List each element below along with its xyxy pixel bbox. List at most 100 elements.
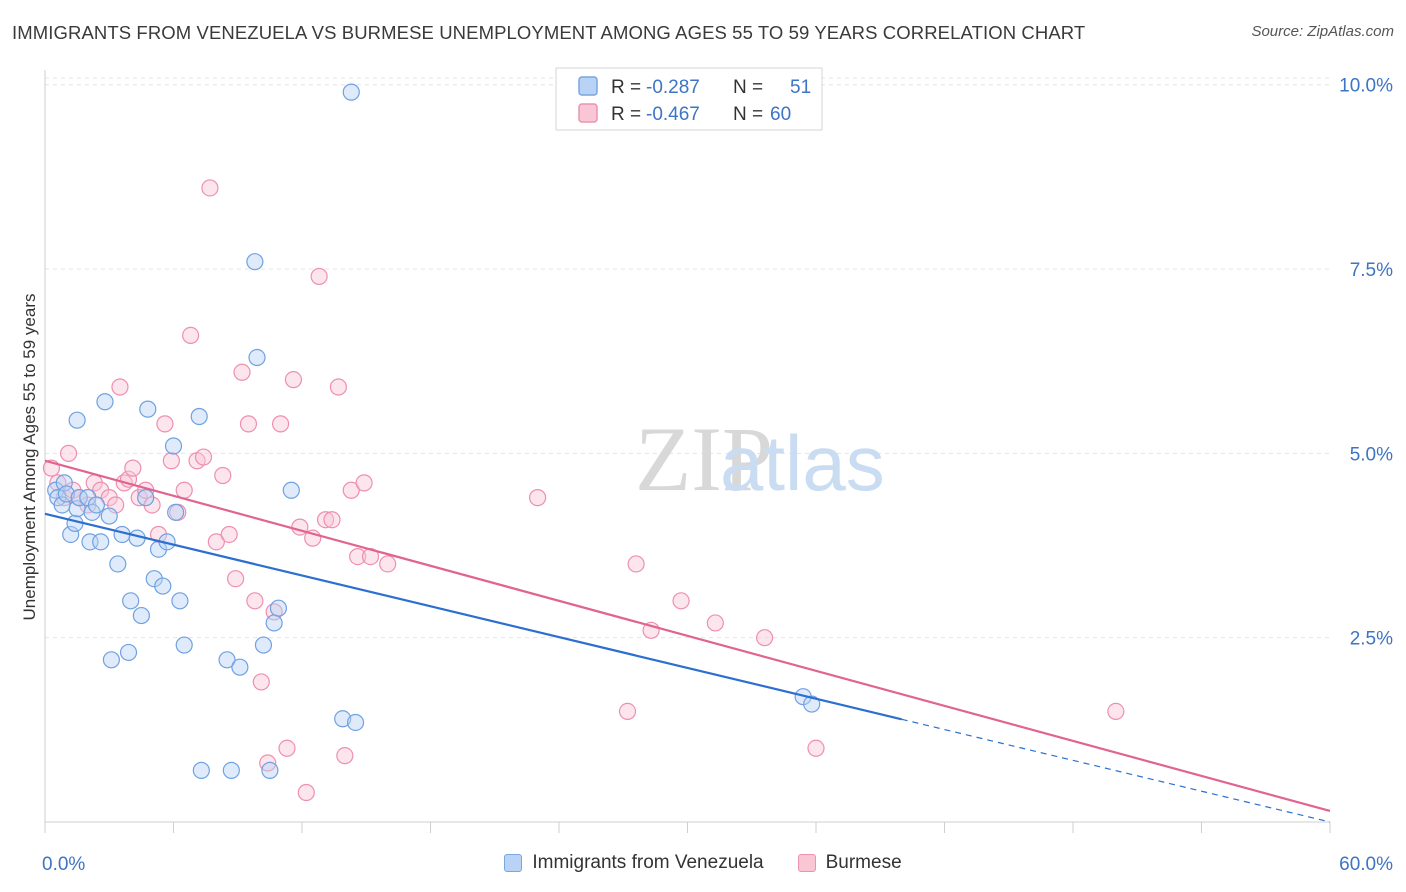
burmese-point	[323, 511, 341, 529]
burmese-point	[59, 444, 78, 462]
burmese-point	[271, 415, 290, 433]
venezuela-point	[96, 393, 114, 411]
venezuela-point	[132, 606, 150, 625]
venezuela-point	[92, 533, 110, 551]
legend-r-value-blue: -0.287	[646, 77, 700, 98]
legend-label-venezuela: Immigrants from Venezuela	[532, 852, 764, 873]
legend-item-burmese: Burmese	[797, 852, 902, 874]
series-legend: Immigrants from Venezuela Burmese	[0, 852, 1406, 874]
burmese-point	[124, 459, 142, 477]
legend-swatch-pink	[578, 103, 598, 123]
burmese-point	[627, 555, 645, 573]
burmese-point	[233, 363, 251, 381]
y-axis-label: Unemployment Among Ages 55 to 59 years	[20, 293, 39, 621]
chart-title: IMMIGRANTS FROM VENEZUELA VS BURMESE UNE…	[12, 22, 1086, 43]
venezuela-point	[269, 599, 288, 617]
venezuela-point	[109, 555, 127, 573]
venezuela-point	[119, 643, 138, 662]
venezuela-point	[171, 592, 189, 610]
burmese-point	[214, 466, 232, 485]
venezuela-point	[102, 651, 120, 669]
y-tick-label: 2.5%	[1350, 629, 1393, 650]
burmese-point	[528, 489, 547, 507]
burmese-point	[194, 448, 213, 466]
venezuela-trend-extension	[901, 718, 1331, 823]
burmese-point	[310, 267, 328, 286]
trend-lines	[44, 459, 1331, 823]
burmese-point	[706, 614, 724, 632]
watermark-atlas: atlas	[720, 419, 885, 507]
burmese-point	[297, 783, 315, 802]
gridlines	[45, 77, 1330, 639]
venezuela-point	[346, 713, 365, 732]
venezuela-point	[192, 761, 210, 779]
venezuela-point	[222, 761, 240, 779]
burmese-point	[755, 629, 774, 647]
venezuela-point	[139, 400, 157, 418]
burmese-point	[618, 702, 637, 721]
burmese-point	[246, 592, 264, 610]
y-tick-label: 10.0%	[1339, 76, 1393, 97]
burmese-points	[42, 179, 1125, 802]
burmese-point	[227, 570, 245, 588]
venezuela-point	[100, 507, 118, 525]
legend-r-label-blue: R =	[611, 77, 641, 98]
legend-r-value-pink: -0.467	[646, 104, 700, 125]
tick-labels: 2.5% 5.0% 7.5% 10.0% 0.0% 60.0%	[42, 76, 1393, 875]
legend-item-venezuela: Immigrants from Venezuela	[504, 852, 764, 874]
venezuela-points	[47, 83, 821, 779]
burmese-point	[220, 525, 238, 544]
burmese-point	[252, 673, 270, 691]
burmese-point	[284, 371, 303, 389]
legend-n-value-blue: 51	[790, 77, 811, 98]
venezuela-point	[218, 651, 236, 669]
burmese-point	[329, 378, 348, 396]
correlation-legend: R = -0.287 N = 51 R = -0.467 N = 60	[555, 67, 823, 131]
venezuela-point	[246, 253, 264, 271]
watermark-zip: ZIP	[635, 408, 773, 510]
burmese-point	[316, 511, 335, 529]
burmese-trend-line	[44, 459, 1331, 813]
venezuela-point	[248, 348, 266, 367]
venezuela-point	[175, 636, 193, 654]
burmese-point	[355, 474, 373, 492]
axes	[44, 70, 1331, 833]
venezuela-point	[122, 592, 140, 610]
venezuela-point	[282, 481, 300, 499]
venezuela-point	[55, 474, 73, 492]
burmese-point	[182, 326, 200, 345]
burmese-point	[342, 481, 360, 499]
burmese-point	[239, 415, 258, 433]
venezuela-point	[164, 437, 183, 455]
burmese-point	[207, 533, 225, 551]
burmese-point	[672, 592, 690, 610]
venezuela-trend-line	[44, 512, 902, 721]
legend-n-label-pink: N =	[733, 104, 763, 125]
venezuela-point	[137, 489, 155, 507]
legend-r-label-pink: R =	[611, 104, 641, 125]
venezuela-point	[261, 761, 279, 779]
burmese-point	[1107, 702, 1125, 721]
venezuela-point	[265, 614, 283, 632]
venezuela-point	[87, 496, 106, 514]
burmese-point	[175, 481, 193, 499]
legend-label-burmese: Burmese	[825, 852, 902, 873]
venezuela-point	[190, 407, 208, 426]
burmese-point	[111, 378, 129, 396]
legend-swatch-burmese	[797, 854, 816, 872]
burmese-point	[379, 555, 397, 573]
venezuela-point	[154, 577, 172, 595]
legend-n-label-blue: N =	[733, 77, 763, 98]
y-tick-label: 7.5%	[1350, 260, 1393, 281]
venezuela-point	[62, 525, 80, 544]
y-tick-label: 5.0%	[1350, 444, 1393, 465]
source-credit: Source: ZipAtlas.com	[1251, 23, 1394, 40]
venezuela-point	[803, 695, 821, 713]
x-tick-label-min: 0.0%	[42, 854, 85, 875]
venezuela-point	[334, 710, 352, 728]
legend-n-value-pink: 60	[770, 104, 791, 125]
burmese-point	[278, 739, 296, 757]
venezuela-point	[167, 503, 185, 521]
venezuela-point	[68, 411, 86, 429]
